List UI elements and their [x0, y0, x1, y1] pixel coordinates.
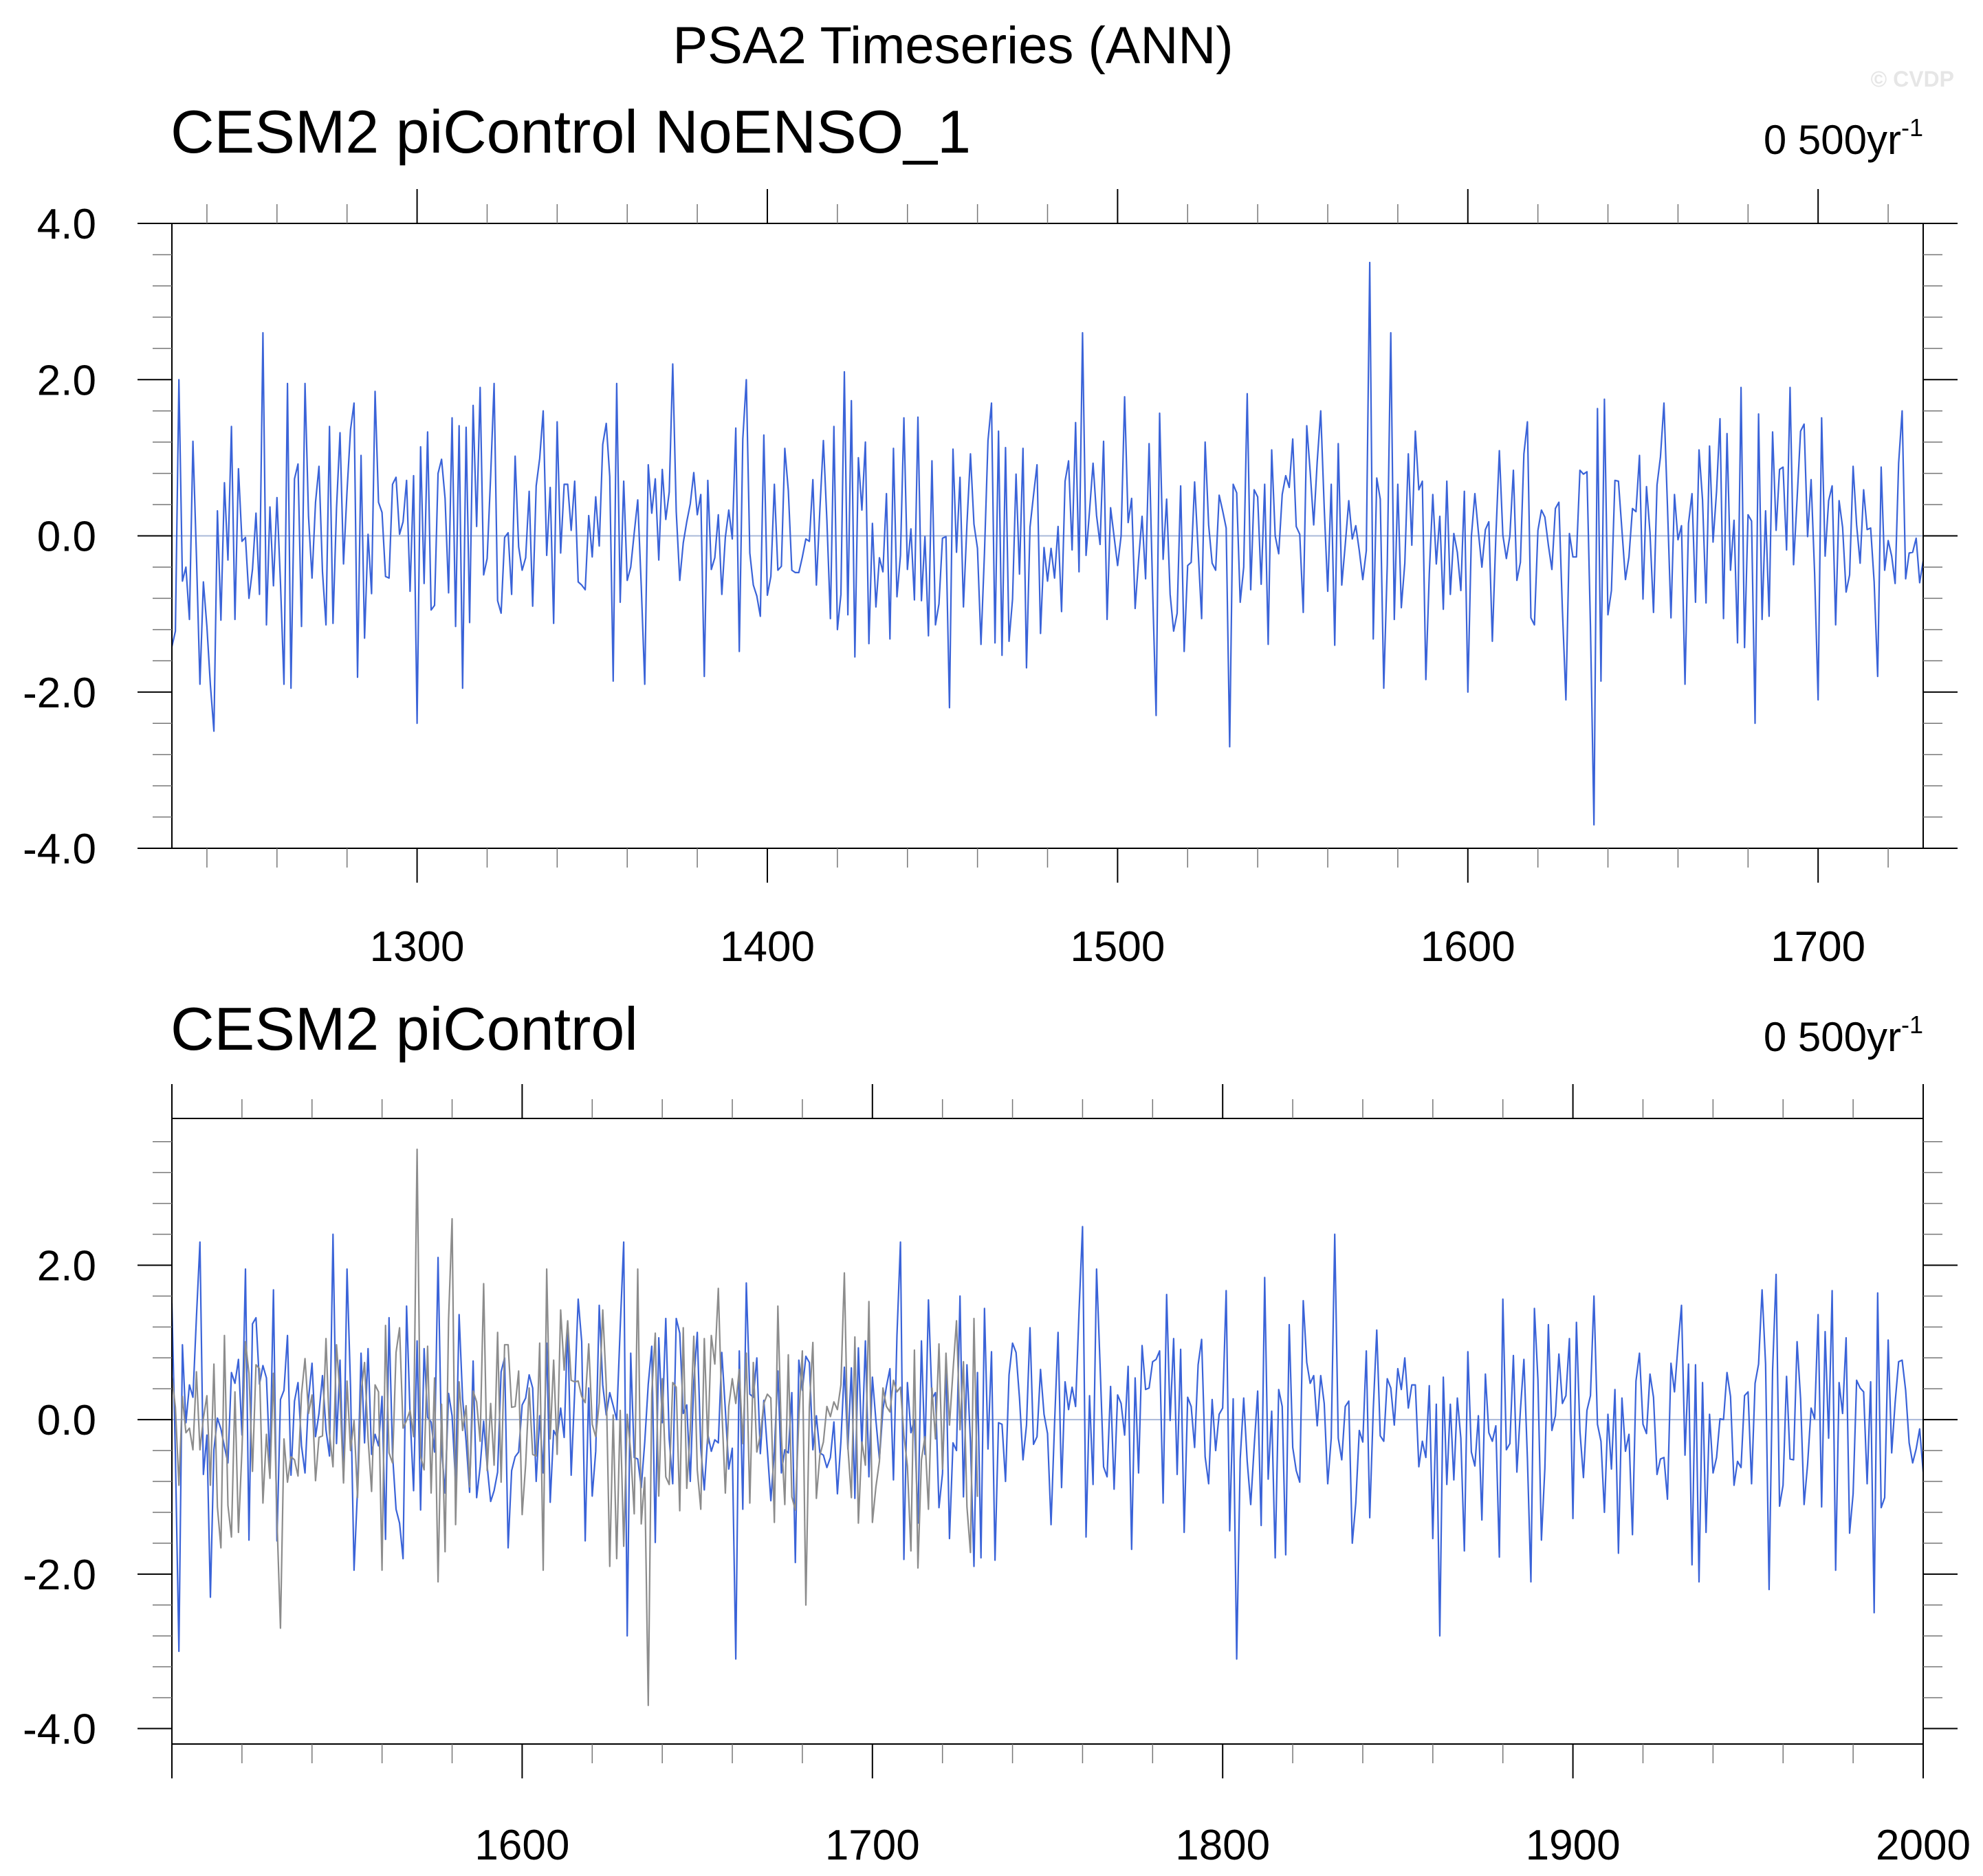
- trend-label: 0 500yr-1: [1764, 113, 1923, 163]
- x-tick-label: 1400: [720, 923, 815, 971]
- y-tick-label: -4.0: [23, 826, 96, 873]
- main-title: PSA2 Timeseries (ANN): [672, 16, 1233, 75]
- panel-picontrol: CESM2 piControl 0 500yr-1 2.0 0.0 -2.0 -4.0 16…: [23, 995, 1971, 1869]
- y-tick-label: 2.0: [37, 1242, 96, 1290]
- trend-label: 0 500yr-1: [1764, 1011, 1923, 1060]
- plot-frame: [171, 1118, 1924, 1745]
- x-tick-label: 1700: [825, 1822, 920, 1869]
- x-tick-label: 1800: [1175, 1822, 1270, 1869]
- y-tick-label: -2.0: [23, 1552, 96, 1599]
- y-tick-label: 4.0: [37, 201, 96, 248]
- y-tick-label: -2.0: [23, 670, 96, 717]
- trend-exponent: -1: [1901, 1011, 1923, 1039]
- x-tick-label: 1600: [474, 1822, 569, 1869]
- panel-noenso: CESM2 piControl NoENSO_1 0 500yr-1 4.0 2.0 0…: [23, 98, 1958, 971]
- x-tick-label: 1600: [1421, 923, 1515, 971]
- overlay-series-line: [171, 1148, 978, 1706]
- trend-exponent: -1: [1901, 113, 1923, 142]
- y-tick-label: 0.0: [37, 514, 96, 561]
- series-line: [171, 1226, 1925, 1660]
- y-tick-label: -4.0: [23, 1706, 96, 1754]
- panel-title: CESM2 piControl: [171, 995, 638, 1063]
- x-tick-label: 2000: [1876, 1822, 1971, 1869]
- x-tick-label: 1900: [1526, 1822, 1621, 1869]
- y-tick-label: 0.0: [37, 1397, 96, 1444]
- x-tick-label: 1300: [370, 923, 465, 971]
- x-tick-label: 1700: [1771, 923, 1865, 971]
- series-line: [171, 261, 1925, 826]
- x-tick-label: 1500: [1070, 923, 1165, 971]
- y-tick-label: 2.0: [37, 357, 96, 404]
- panel-title: CESM2 piControl NoENSO_1: [171, 98, 971, 166]
- watermark: © CVDP: [1871, 67, 1954, 91]
